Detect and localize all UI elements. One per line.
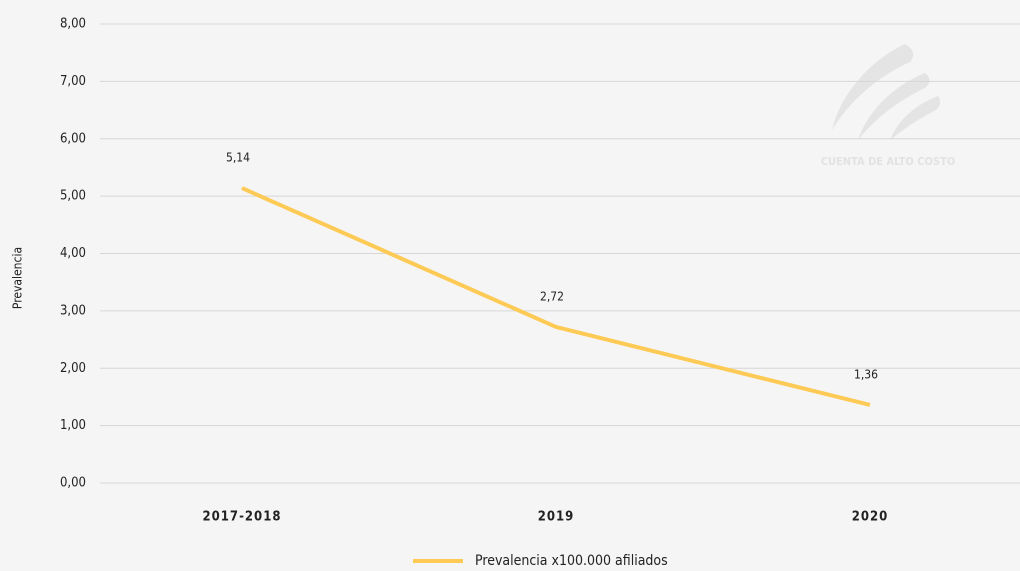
legend-label: Prevalencia x100.000 afiliados <box>475 553 668 569</box>
watermark-text: CUENTA DE ALTO COSTO <box>821 155 955 168</box>
y-tick-label: 1,00 <box>60 418 86 433</box>
watermark-logo <box>832 44 941 140</box>
y-tick-label: 2,00 <box>60 361 86 376</box>
line-series <box>241 186 871 407</box>
x-tick-label: 2019 <box>538 510 575 525</box>
y-tick-label: 3,00 <box>60 303 86 318</box>
x-tick-label: 2020 <box>852 510 889 525</box>
data-label: 5,14 <box>226 151 250 165</box>
y-tick-label: 7,00 <box>60 74 86 89</box>
data-label: 1,36 <box>854 367 878 381</box>
y-tick-label: 4,00 <box>60 246 86 261</box>
y-tick-label: 0,00 <box>60 476 86 491</box>
x-tick-label: 2017-2018 <box>203 510 282 525</box>
y-tick-label: 5,00 <box>60 189 86 204</box>
y-axis-title: Prevalencia <box>11 247 25 309</box>
data-label: 2,72 <box>540 289 564 303</box>
y-tick-label: 6,00 <box>60 131 86 146</box>
y-tick-label: 8,00 <box>60 17 86 32</box>
